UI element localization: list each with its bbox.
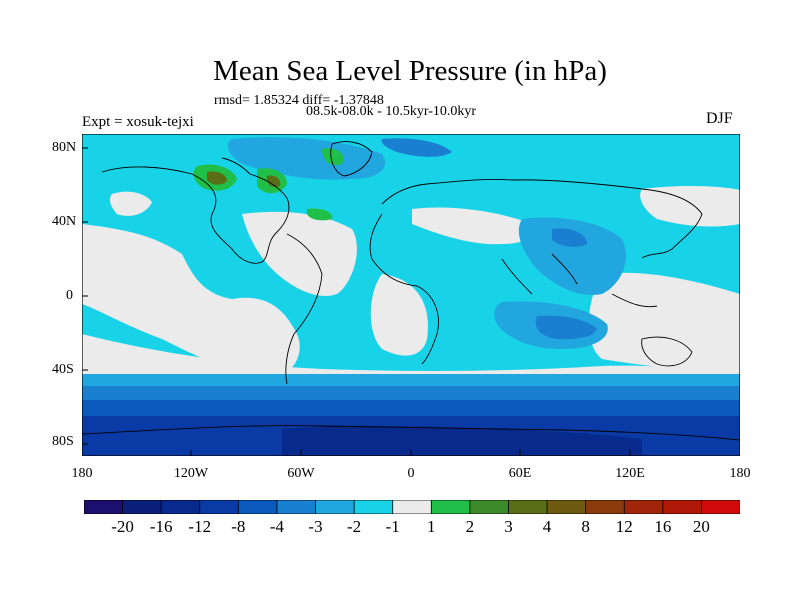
colorbar-swatch xyxy=(392,500,432,514)
lon-label: 120W xyxy=(173,466,209,481)
colorbar-swatch xyxy=(160,500,201,514)
colorbar-swatch xyxy=(508,500,548,514)
map-ticks xyxy=(82,147,631,456)
colorbar-tick-label: 2 xyxy=(465,517,475,536)
colorbar-tick-label: -12 xyxy=(188,517,212,536)
colorbar-tick-label: 12 xyxy=(615,517,633,536)
season-label: DJF xyxy=(706,110,733,127)
lon-label: 60W xyxy=(287,466,315,481)
colorbar-tick-label: 4 xyxy=(542,517,552,536)
colorbar-swatch xyxy=(430,500,471,514)
experiment-label: Expt = xosuk-tejxi xyxy=(82,114,194,130)
colorbar-tick-label: 3 xyxy=(504,517,513,536)
colorbar-swatch xyxy=(546,500,587,514)
chart-title: Mean Sea Level Pressure (in hPa) xyxy=(213,55,607,87)
colorbar-tick-label: -1 xyxy=(385,517,400,536)
lat-label: 80S xyxy=(52,434,74,449)
lon-label: 180 xyxy=(71,466,93,481)
colorbar-swatch xyxy=(237,500,278,514)
lat-label: 40N xyxy=(52,214,77,229)
colorbar-swatch xyxy=(315,500,355,514)
lat-label: 40S xyxy=(52,362,74,377)
period-label: 08.5k-08.0k - 10.5kyr-10.0kyr xyxy=(306,104,477,119)
lon-label: 60E xyxy=(508,466,532,481)
rmsd-diff-stats: rmsd= 1.85324 diff= -1.37848 xyxy=(214,93,384,108)
colorbar-swatch xyxy=(585,500,625,514)
colorbar-swatch xyxy=(623,500,664,514)
colorbar-tick-label: 16 xyxy=(654,517,672,536)
colorbar-swatch xyxy=(122,500,162,514)
colorbar-tick-label: -3 xyxy=(308,517,323,536)
lon-label: 180 xyxy=(729,466,751,481)
colorbar-tick-label: -8 xyxy=(231,517,246,536)
lat-label: 0 xyxy=(66,288,73,303)
colorbar-swatch xyxy=(353,500,394,514)
colorbar-tick-label: 8 xyxy=(581,517,590,536)
colorbar xyxy=(84,500,740,514)
coastlines xyxy=(82,141,740,441)
colorbar-swatch xyxy=(469,500,510,514)
near-zero-regions xyxy=(82,186,740,385)
band-minus-4 xyxy=(82,400,740,418)
band-minus-12 xyxy=(282,425,642,456)
colorbar-swatch xyxy=(199,500,240,514)
colorbar-swatch xyxy=(276,500,317,514)
colorbar-tick-label: 1 xyxy=(427,517,436,536)
positive-anomaly-core xyxy=(207,171,281,187)
colorbar-tick-label: -4 xyxy=(269,517,285,536)
colorbar-swatch xyxy=(662,500,703,514)
colorbar-tick-label: -16 xyxy=(149,517,173,536)
colorbar-swatch xyxy=(701,500,740,514)
colorbar-tick-label: -2 xyxy=(347,517,362,536)
colorbar-tick-label: -20 xyxy=(111,517,134,536)
lon-label: 0 xyxy=(407,466,415,481)
lat-label: 80N xyxy=(52,140,77,155)
colorbar-tick-label: 20 xyxy=(692,517,710,536)
lon-label: 120E xyxy=(615,466,645,481)
strong-anomaly-regions xyxy=(82,138,740,404)
pressure-map xyxy=(82,134,740,456)
colorbar-swatch xyxy=(84,500,124,514)
